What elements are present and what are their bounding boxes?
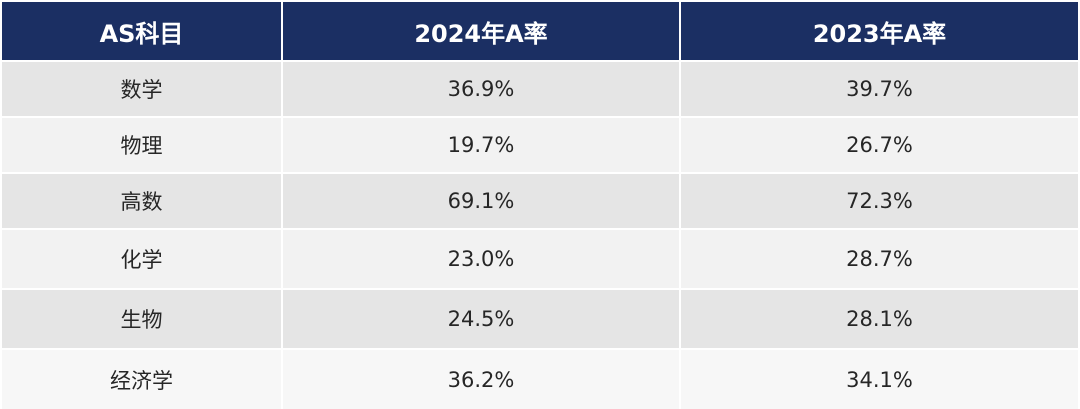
rate-2023-cell: 39.7% [680, 60, 1078, 117]
subject-cell: 物理 [2, 116, 283, 173]
rate-2024-cell: 24.5% [282, 288, 681, 349]
rate-2023-cell: 34.1% [680, 348, 1078, 409]
subject-cell: 数学 [2, 60, 283, 117]
rate-2023-cell: 72.3% [680, 172, 1078, 229]
table-row: 数学 36.9% 39.7% [2, 60, 1078, 117]
table-row: 化学 23.0% 28.7% [2, 228, 1078, 289]
table-row: 物理 19.7% 26.7% [2, 116, 1078, 173]
table-row: 生物 24.5% 28.1% [2, 288, 1078, 349]
rate-2024-cell: 23.0% [282, 228, 681, 289]
subject-cell: 生物 [2, 288, 283, 349]
subject-cell: 高数 [2, 172, 283, 229]
header-row: AS科目 2024年A率 2023年A率 [2, 2, 1078, 61]
rate-2023-cell: 28.7% [680, 228, 1078, 289]
rate-2023-cell: 28.1% [680, 288, 1078, 349]
rate-2024-cell: 36.9% [282, 60, 681, 117]
table-row: 高数 69.1% 72.3% [2, 172, 1078, 229]
rate-2024-cell: 19.7% [282, 116, 681, 173]
rate-2024-cell: 36.2% [282, 348, 681, 409]
subject-cell: 化学 [2, 228, 283, 289]
rate-2023-cell: 26.7% [680, 116, 1078, 173]
header-subject: AS科目 [2, 2, 283, 61]
rate-2024-cell: 69.1% [282, 172, 681, 229]
table-row: 经济学 36.2% 34.1% [2, 348, 1078, 409]
header-2024-a-rate: 2024年A率 [282, 2, 681, 61]
header-2023-a-rate: 2023年A率 [680, 2, 1078, 61]
subject-cell: 经济学 [2, 348, 283, 409]
